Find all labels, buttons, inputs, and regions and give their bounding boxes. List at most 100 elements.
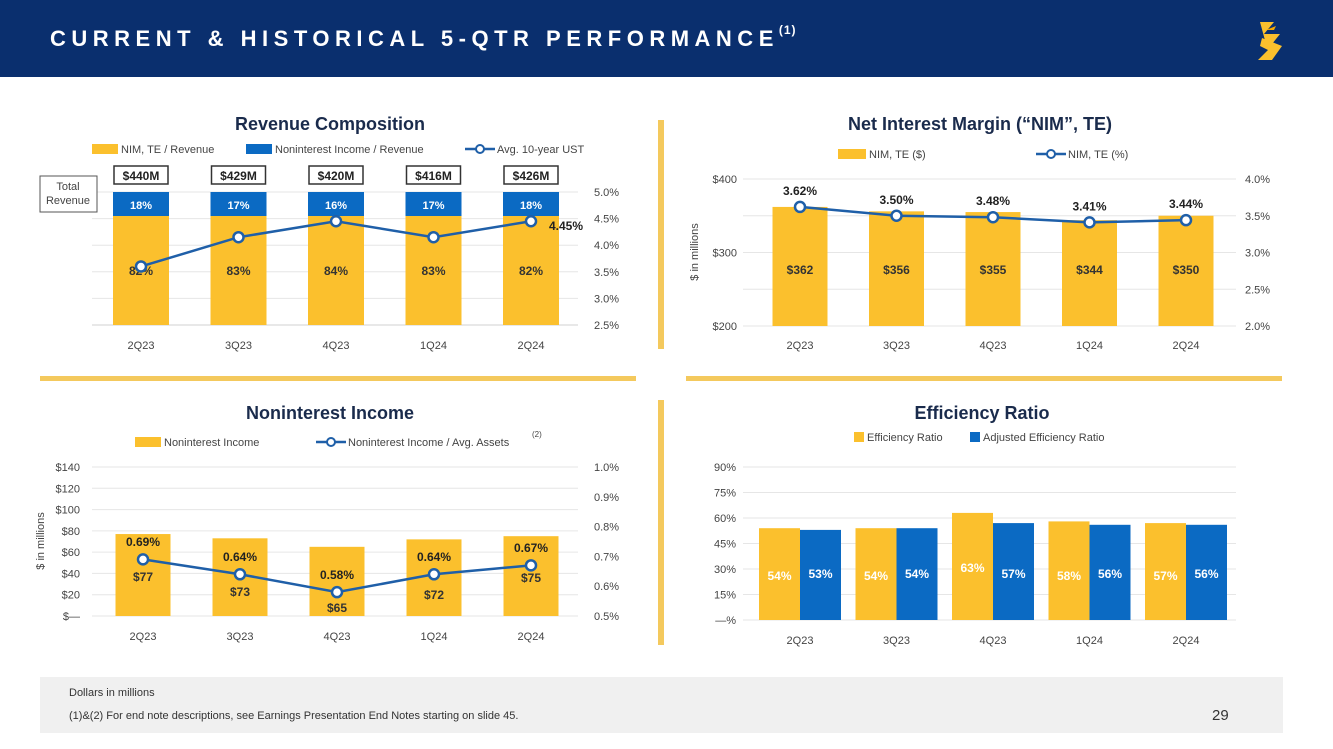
- y2-tick-label: 5.0%: [594, 187, 619, 199]
- nim-percent-point-0: [793, 200, 807, 214]
- x-tick-label: 1Q24: [420, 340, 447, 352]
- bar-label-nonint: 18%: [520, 200, 542, 212]
- avg-ust-point-4: [524, 215, 538, 228]
- y-tick-label: 75%: [714, 488, 736, 500]
- line-label: 0.67%: [514, 541, 548, 555]
- y2-tick-label: 1.0%: [594, 462, 619, 474]
- line-label-last: 4.45%: [549, 219, 583, 233]
- bar-label-adjusted: 53%: [808, 567, 832, 581]
- total-box: [210, 165, 267, 185]
- legend-nim-dollars-swatch: [838, 149, 866, 159]
- y-tick-label: 15%: [714, 590, 736, 602]
- y2-tick-label: 2.0%: [1245, 321, 1270, 333]
- line-label: 0.64%: [417, 550, 451, 564]
- bar-label-efficiency: 57%: [1153, 569, 1177, 583]
- bar-label-nim: $356: [883, 263, 910, 277]
- x-tick-label: 2Q23: [787, 340, 814, 352]
- nim-percent-point-4: [1179, 213, 1193, 227]
- x-tick-label: 4Q23: [980, 340, 1007, 352]
- total-box: [113, 165, 169, 185]
- total-revenue-label: Total: [56, 181, 79, 193]
- legend-footnote: (2): [532, 430, 542, 439]
- footnote-dollars: Dollars in millions: [69, 687, 155, 699]
- y2-tick-label: 2.5%: [594, 320, 619, 332]
- bar-nim: [869, 211, 924, 326]
- horizontal-divider-right: [686, 376, 1282, 381]
- y2-tick-label: 0.5%: [594, 611, 619, 623]
- x-tick-label: 2Q23: [130, 631, 157, 643]
- bar-label-nim: $355: [980, 263, 1007, 277]
- x-tick-label: 3Q23: [883, 635, 910, 647]
- bar-nonint-share: [113, 192, 169, 216]
- line-label: 0.64%: [223, 550, 257, 564]
- efficiency-ratio-chart: Efficiency Ratio Efficiency Ratio Adjusted…: [714, 403, 1236, 647]
- total-label: $426M: [513, 169, 550, 183]
- chart-title: Noninterest Income: [246, 403, 414, 423]
- total-box: [405, 165, 462, 185]
- y2-tick-label: 4.0%: [1245, 174, 1270, 186]
- bar-label: $75: [521, 571, 541, 585]
- y2-tick-label: 0.6%: [594, 581, 619, 593]
- x-tick-label: 2Q24: [518, 631, 545, 643]
- header-bar: CURRENT & HISTORICAL 5-QTR PERFORMANCE(1…: [0, 0, 1333, 77]
- y-tick-label: $140: [56, 462, 80, 474]
- line-label: 0.58%: [320, 568, 354, 582]
- line-label: 3.41%: [1072, 199, 1106, 213]
- y-axis-label: $ in millions: [35, 512, 47, 570]
- footnote-box: [40, 677, 1283, 733]
- bar-nonint: [503, 536, 559, 616]
- line-label: 3.48%: [976, 194, 1010, 208]
- y2-tick-label: 3.0%: [1245, 248, 1270, 260]
- bar-label-nonint: 17%: [422, 200, 444, 212]
- vertical-divider-top: [658, 120, 664, 349]
- x-tick-label: 4Q23: [324, 631, 351, 643]
- y-tick-label: $60: [62, 547, 80, 559]
- bar-label-nim: $344: [1076, 263, 1103, 277]
- x-tick-label: 4Q23: [323, 340, 350, 352]
- y-tick-label: $—: [63, 611, 80, 623]
- total-box: [308, 165, 364, 185]
- total-revenue-label: Revenue: [46, 195, 90, 207]
- legend-nonint: Noninterest Income: [164, 437, 259, 449]
- avg-ust-point-1: [232, 230, 245, 244]
- bar-nonint-share: [210, 192, 267, 216]
- x-tick-label: 2Q24: [518, 340, 545, 352]
- bar-adjusted-efficiency: [896, 528, 938, 620]
- bar-label-adjusted: 56%: [1098, 567, 1122, 581]
- y-tick-label: $300: [713, 248, 737, 260]
- bar-label-nim: $362: [787, 263, 814, 277]
- legend-avg-ust-marker: [475, 144, 485, 154]
- bar-label-adjusted: 54%: [905, 567, 929, 581]
- bar-nonint: [309, 546, 365, 616]
- legend-nonint-assets: Noninterest Income / Avg. Assets: [348, 437, 510, 449]
- bar-label: $73: [230, 585, 250, 599]
- y2-tick-label: 2.5%: [1245, 284, 1270, 296]
- total-revenue-box: [39, 175, 98, 213]
- line-label: 3.44%: [1169, 197, 1203, 211]
- bar-label-nim: $350: [1173, 263, 1200, 277]
- bar-label: $65: [327, 601, 347, 615]
- bar-nim-share: [503, 216, 559, 325]
- bar-label-efficiency: 54%: [767, 569, 791, 583]
- net-interest-margin-chart: Net Interest Margin (“NIM”, TE) NIM, TE (…: [689, 114, 1270, 352]
- nonint-assets-point-3: [427, 568, 441, 581]
- nonint-assets-point-0: [136, 553, 150, 566]
- legend-nim-dollars: NIM, TE ($): [869, 149, 926, 161]
- y2-tick-label: 0.7%: [594, 551, 619, 563]
- chart-title: Revenue Composition: [235, 114, 425, 134]
- y2-tick-label: 3.5%: [1245, 211, 1270, 223]
- legend-nonint-swatch: [135, 437, 161, 447]
- bar-nim: [1062, 220, 1117, 326]
- y-tick-label: $100: [56, 505, 80, 517]
- y-tick-label: $20: [62, 590, 80, 602]
- legend-adjusted-efficiency-swatch: [970, 432, 980, 442]
- y2-tick-label: 0.9%: [594, 492, 619, 504]
- noninterest-income-chart: Noninterest Income Noninterest Income Noni…: [35, 403, 619, 643]
- bar-label-nonint: 18%: [130, 200, 152, 212]
- page-number: 29: [1212, 707, 1229, 724]
- page-title: CURRENT & HISTORICAL 5-QTR PERFORMANCE(1…: [50, 22, 797, 51]
- x-tick-label: 1Q24: [1076, 635, 1103, 647]
- y-tick-label: 45%: [714, 539, 736, 551]
- revenue-composition-chart: Revenue Composition NIM, TE / Revenue Noni…: [39, 114, 619, 352]
- total-label: $420M: [318, 169, 355, 183]
